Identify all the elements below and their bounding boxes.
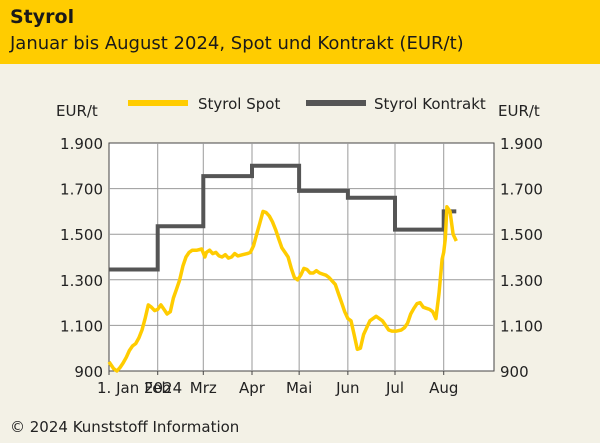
x-tick-label: Aug [429, 379, 458, 397]
y-tick-label-right: 900 [500, 363, 529, 381]
y-tick-label-left: 1.700 [60, 181, 103, 199]
x-tick-label: 1. Jan 2024 [97, 379, 182, 397]
y-tick-label-right: 1.700 [500, 181, 543, 199]
y-axis-label-left: EUR/t [56, 102, 98, 120]
title-bar: Styrol Januar bis August 2024, Spot und … [0, 0, 600, 64]
legend-contract-label: Styrol Kontrakt [374, 95, 486, 113]
y-tick-label-left: 1.300 [60, 272, 103, 290]
x-tick-label: Mai [286, 379, 312, 397]
y-tick-label-left: 900 [74, 363, 103, 381]
series-line-spot [107, 205, 458, 373]
x-tick-label: Apr [239, 379, 266, 397]
chart-subtitle: Januar bis August 2024, Spot und Kontrak… [10, 33, 464, 54]
y-tick-label-right: 1.500 [500, 226, 543, 244]
y-axis-label-right: EUR/t [498, 102, 540, 120]
x-tick-label: Feb [144, 379, 171, 397]
y-ticks-left: 900 1.100 1.300 1.500 1.700 1.900 [60, 135, 103, 381]
x-tick-label: Jun [335, 379, 359, 397]
x-tick-label: Jul [385, 379, 404, 397]
copyright-footer: © 2024 Kunststoff Information [10, 418, 240, 436]
y-tick-label-right: 1.100 [500, 317, 543, 335]
series-group [107, 163, 458, 373]
plot-area [108, 142, 495, 372]
legend-spot-label: Styrol Spot [198, 95, 280, 113]
x-tick-label: Mrz [190, 379, 217, 397]
y-tick-label-right: 1.900 [500, 135, 543, 153]
y-tick-label-right: 1.300 [500, 272, 543, 290]
y-ticks-right: 900 1.100 1.300 1.500 1.700 1.900 [500, 135, 543, 381]
y-tick-label-left: 1.900 [60, 135, 103, 153]
series-line-contract [109, 163, 457, 272]
y-tick-label-left: 1.500 [60, 226, 103, 244]
chart-title: Styrol [10, 6, 75, 28]
y-tick-label-left: 1.100 [60, 317, 103, 335]
legend: Styrol Spot Styrol Kontrakt [128, 95, 486, 113]
